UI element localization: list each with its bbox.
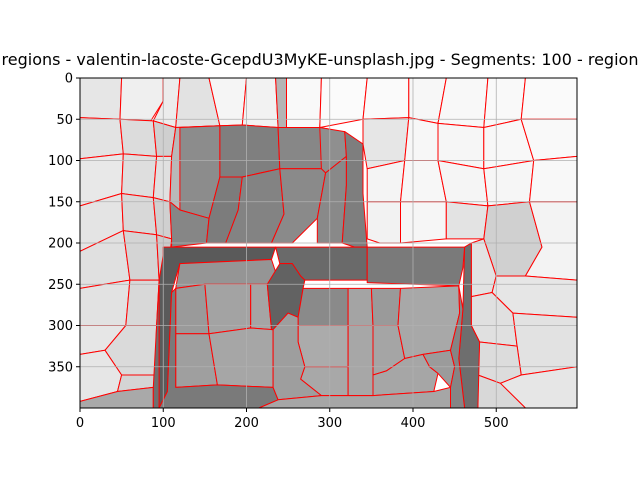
segment-region [272,312,322,401]
segment-region [483,160,535,207]
segment-region [297,325,349,368]
segment-region [400,201,447,244]
segment-region [297,287,349,326]
segment-region [347,325,374,397]
segment-region [347,287,374,326]
segment-region [397,285,461,359]
segment-region [80,279,131,326]
segment-region [362,78,410,120]
y-tick-label: 200 [48,237,73,252]
segment-region [125,279,160,326]
segment-region [241,78,279,128]
segment-region [80,117,124,160]
segment-region [119,118,158,157]
y-tick-label: 50 [56,113,73,128]
y-tick-label: 350 [48,360,73,375]
segment-region [319,78,368,128]
y-tick-label: 100 [48,154,73,169]
x-tick-label: 500 [484,416,509,431]
segment-region [529,155,577,203]
y-tick-label: 150 [48,195,73,210]
segment-region [175,283,210,335]
segment-region [208,327,274,388]
x-tick-label: 100 [151,416,176,431]
segment-region [80,78,123,120]
y-tick-label: 300 [48,319,73,334]
segment-region [366,246,466,287]
y-tick-label: 0 [65,72,73,87]
segment-region [370,287,401,326]
segment-region [520,78,577,120]
segment-region [271,168,327,244]
segment-region [119,78,164,122]
segment-region [219,124,281,178]
segment-region [404,117,439,161]
chart-title: regions - valentin-lacoste-GcepdU3MyKE-u… [1,50,639,69]
x-tick-label: 0 [76,416,84,431]
x-tick-label: 200 [234,416,259,431]
segment-region [204,283,252,335]
segment-region [445,201,489,240]
segment-region [152,197,173,240]
region-layer [80,78,577,408]
segment-region [286,78,322,128]
segment-region [437,78,489,128]
segment-region [366,201,401,244]
x-axis: 0 100 200 300 400 500 [76,408,509,431]
segment-region [152,155,173,203]
segment-region [122,230,160,281]
y-axis: 0 50 100 150 200 250 300 350 [48,72,80,375]
segment-region [512,312,577,376]
y-tick-label: 250 [48,278,73,293]
segment-region [275,78,287,128]
segment-region [121,193,158,236]
x-tick-label: 300 [317,416,342,431]
x-tick-label: 400 [401,416,426,431]
segment-region [158,287,279,408]
segment-region [499,366,577,408]
